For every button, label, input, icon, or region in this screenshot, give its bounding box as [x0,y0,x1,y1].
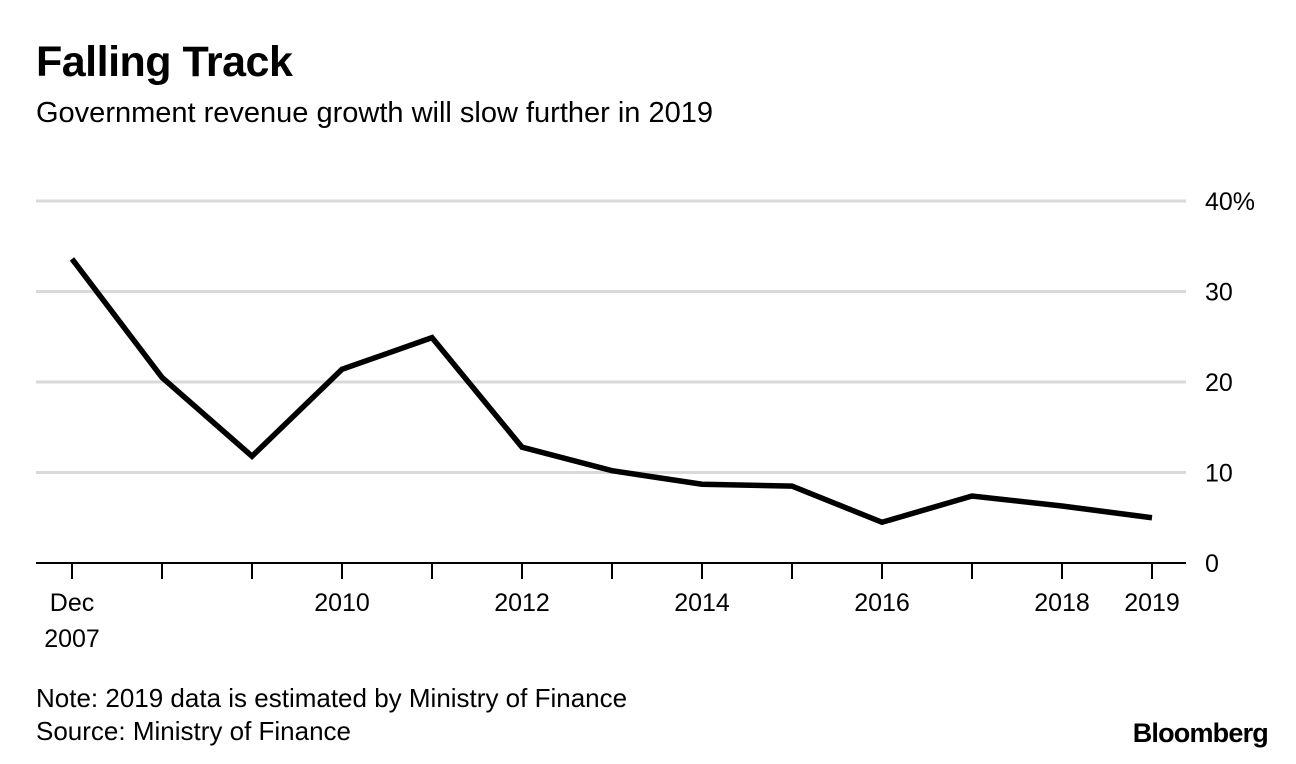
x-tick-label-2016: 2016 [854,589,910,617]
x-tick-label-2019: 2019 [1124,589,1180,617]
x-tick-label-2014: 2014 [674,589,730,617]
y-tick-label-40: 40% [1205,188,1255,216]
series-line-revenue-growth [69,257,1153,526]
x-tick-label-2018: 2018 [1034,589,1090,617]
chart-title: Falling Track [36,38,293,86]
x-tick-label-2007-line2: 2007 [44,625,100,653]
x-tick-label-2007-line1: Dec [50,589,94,617]
x-tick-label-2012: 2012 [494,589,550,617]
bloomberg-logo: Bloomberg [1132,718,1269,748]
chart-note: Note: 2019 data is estimated by Ministry… [36,683,628,713]
chart-source: Source: Ministry of Finance [36,716,352,746]
x-tick-label-2010: 2010 [314,589,370,617]
chart-subtitle: Government revenue growth will slow furt… [36,97,713,129]
y-tick-label-10: 10 [1205,460,1233,488]
y-tick-label-20: 20 [1205,369,1233,397]
y-tick-label-0: 0 [1205,550,1219,578]
y-tick-label-30: 30 [1205,279,1233,307]
